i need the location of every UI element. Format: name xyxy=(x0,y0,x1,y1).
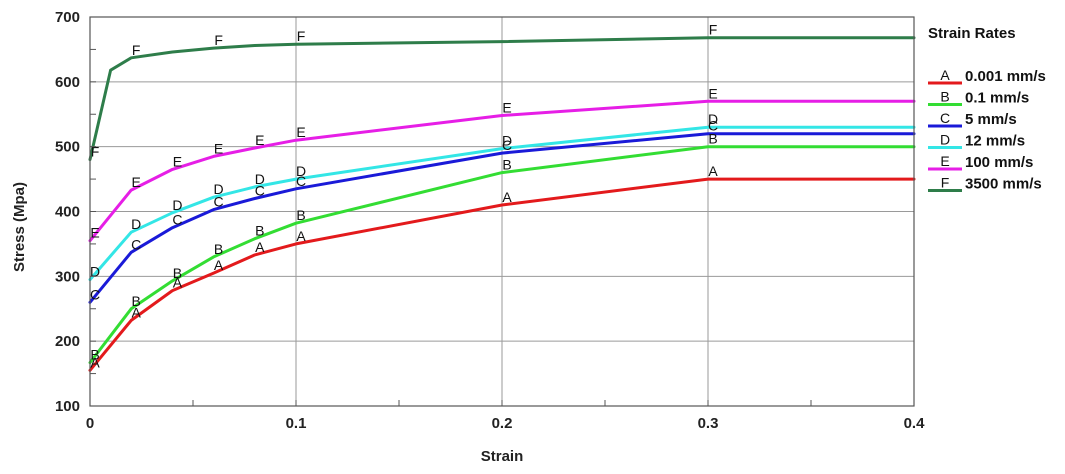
legend-label-F: 3500 mm/s xyxy=(965,176,1042,193)
series-marker-D: D xyxy=(708,111,718,127)
series-marker-F: F xyxy=(214,32,223,48)
series-marker-E: E xyxy=(90,225,99,241)
series-line-B xyxy=(88,145,916,365)
series-marker-F: F xyxy=(709,22,718,38)
series-marker-F: F xyxy=(132,42,141,58)
legend-marker-B: B xyxy=(940,89,949,105)
series-marker-A: A xyxy=(708,163,718,179)
x-tick-label: 0.3 xyxy=(698,415,719,432)
series-marker-F: F xyxy=(297,28,306,44)
legend-marker-C: C xyxy=(940,110,950,126)
series-line-E xyxy=(88,99,916,243)
series-marker-A: A xyxy=(90,354,100,370)
legend-label-D: 12 mm/s xyxy=(965,133,1025,150)
series-marker-B: B xyxy=(214,241,223,257)
series-marker-D: D xyxy=(255,171,265,187)
y-tick-label: 500 xyxy=(55,139,80,156)
y-tick-label: 200 xyxy=(55,333,80,350)
series-marker-B: B xyxy=(708,131,717,147)
legend-label-C: 5 mm/s xyxy=(965,111,1017,128)
axes: 0 0.1 0.2 0.3 0.4 100 200 300 400 500 600 700 xyxy=(55,9,925,432)
y-tick-label: 600 xyxy=(55,74,80,91)
series-marker-A: A xyxy=(255,239,265,255)
series-marker-E: E xyxy=(502,100,511,116)
series-marker-C: C xyxy=(214,194,224,210)
series-marker-B: B xyxy=(132,293,141,309)
series-marker-A: A xyxy=(296,228,306,244)
series-line-F xyxy=(88,36,916,162)
y-tick-label: 100 xyxy=(55,398,80,415)
x-tick-label: 0.2 xyxy=(492,415,513,432)
y-tick-label: 700 xyxy=(55,9,80,26)
series-line-A xyxy=(88,177,916,372)
series-marker-D: D xyxy=(502,133,512,149)
legend-marker-D: D xyxy=(940,132,950,148)
series-marker-D: D xyxy=(172,197,182,213)
legend-label-B: 0.1 mm/s xyxy=(965,90,1029,107)
legend-label-E: 100 mm/s xyxy=(965,154,1033,171)
y-tick-label: 400 xyxy=(55,204,80,221)
series-marker-C: C xyxy=(131,236,141,252)
series-marker-C: C xyxy=(90,286,100,302)
series-marker-C: C xyxy=(255,183,265,199)
x-tick-label: 0.4 xyxy=(904,415,926,432)
series-marker-B: B xyxy=(502,157,511,173)
legend-marker-E: E xyxy=(940,153,949,169)
legend-marker-F: F xyxy=(941,175,950,191)
series-marker-E: E xyxy=(708,85,717,101)
series-marker-E: E xyxy=(132,174,141,190)
series-marker-A: A xyxy=(214,257,224,273)
legend-label-A: 0.001 mm/s xyxy=(965,68,1046,85)
y-tick-label: 300 xyxy=(55,268,80,285)
series-marker-B: B xyxy=(255,223,264,239)
grid xyxy=(89,16,915,407)
series-marker-D: D xyxy=(214,181,224,197)
series-marker-B: B xyxy=(90,347,99,363)
legend: Strain Rates A 0.001 mm/s B 0.1 mm/s C 5 mm/s… xyxy=(928,25,1046,193)
series-marker-C: C xyxy=(296,173,306,189)
series-marker-E: E xyxy=(173,153,182,169)
series-marker-D: D xyxy=(90,264,100,280)
series-marker-D: D xyxy=(296,163,306,179)
series-marker-F: F xyxy=(91,144,100,160)
legend-title: Strain Rates xyxy=(928,25,1016,42)
series-marker-D: D xyxy=(131,216,141,232)
series-marker-A: A xyxy=(173,275,183,291)
series-marker-E: E xyxy=(214,140,223,156)
series-marker-A: A xyxy=(502,189,512,205)
series-marker-E: E xyxy=(296,124,305,140)
y-axis-title: Stress (Mpa) xyxy=(11,182,28,272)
series-marker-A: A xyxy=(132,304,142,320)
series-marker-B: B xyxy=(296,207,305,223)
legend-marker-A: A xyxy=(940,67,950,83)
series-line-D xyxy=(88,125,916,282)
series-marker-B: B xyxy=(173,265,182,281)
series-marker-C: C xyxy=(502,137,512,153)
series-marker-C: C xyxy=(708,118,718,134)
x-axis-title: Strain xyxy=(481,448,524,465)
x-tick-label: 0.1 xyxy=(286,415,307,432)
series-lines xyxy=(88,36,916,372)
series-marker-C: C xyxy=(172,212,182,228)
series-line-C xyxy=(88,132,916,304)
x-tick-label: 0 xyxy=(86,415,94,432)
series-marker-E: E xyxy=(255,132,264,148)
